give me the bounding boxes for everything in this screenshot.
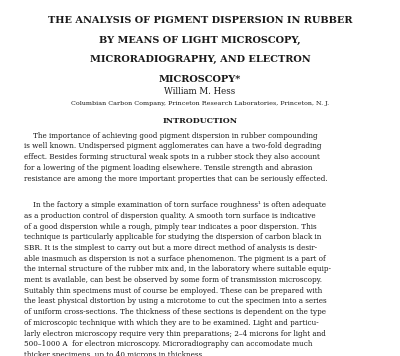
Text: In the factory a simple examination of torn surface roughness¹ is often adequate: In the factory a simple examination of t… <box>24 201 331 356</box>
Text: BY MEANS OF LIGHT MICROSCOPY,: BY MEANS OF LIGHT MICROSCOPY, <box>99 36 301 44</box>
Text: INTRODUCTION: INTRODUCTION <box>162 117 238 125</box>
Text: THE ANALYSIS OF PIGMENT DISPERSION IN RUBBER: THE ANALYSIS OF PIGMENT DISPERSION IN RU… <box>48 16 352 25</box>
Text: The importance of achieving good pigment dispersion in rubber compounding
is wel: The importance of achieving good pigment… <box>24 132 328 183</box>
Text: Columbian Carbon Company, Princeton Research Laboratories, Princeton, N. J.: Columbian Carbon Company, Princeton Rese… <box>71 101 329 106</box>
Text: MICRORADIOGRAPHY, AND ELECTRON: MICRORADIOGRAPHY, AND ELECTRON <box>90 55 310 64</box>
Text: MICROSCOPY*: MICROSCOPY* <box>159 75 241 84</box>
Text: William M. Hess: William M. Hess <box>164 87 236 96</box>
